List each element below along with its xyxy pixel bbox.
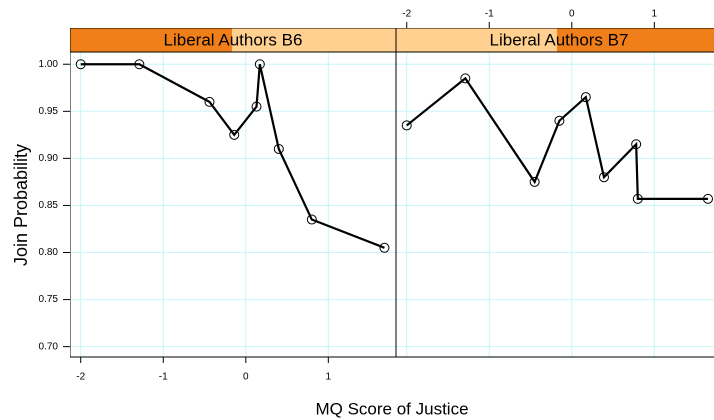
x-tick-label: 0: [243, 372, 249, 383]
point: [229, 129, 240, 140]
panel-frame: [396, 28, 714, 358]
x-tick-label: -1: [159, 372, 168, 383]
panel-title: Liberal Authors B7: [490, 30, 629, 49]
x-tick-label: -2: [76, 372, 85, 383]
panel-title: Liberal Authors B6: [164, 30, 303, 49]
point: [306, 214, 317, 225]
y-tick-label: 0.85: [39, 200, 59, 211]
strip-bg: [557, 28, 714, 52]
point: [401, 120, 412, 131]
y-tick-label: 1.00: [39, 59, 59, 70]
point: [632, 193, 643, 204]
x-tick-label: 1: [652, 9, 658, 20]
point: [273, 143, 284, 154]
point: [134, 59, 145, 70]
point: [580, 92, 591, 103]
point: [204, 96, 215, 107]
point: [251, 101, 262, 112]
strip-level: [232, 28, 396, 52]
y-tick-label: 0.95: [39, 106, 59, 117]
panel: [70, 28, 396, 358]
y-tick-label: 0.70: [39, 341, 59, 352]
y-tick-label: 0.75: [39, 294, 59, 305]
point: [379, 242, 390, 253]
x-tick-label: 0: [569, 9, 575, 20]
x-tick-label: -1: [485, 9, 494, 20]
strip-bg: [70, 28, 232, 52]
line: [406, 76, 708, 200]
y-tick-label: 0.90: [39, 153, 59, 164]
point: [75, 59, 86, 70]
point: [460, 73, 471, 84]
point: [631, 139, 642, 150]
line: [80, 63, 385, 249]
point: [702, 193, 713, 204]
x-tick-label: -2: [402, 9, 411, 20]
panel-frame: [70, 28, 396, 358]
strip-1: [70, 28, 396, 52]
strip-2: [396, 28, 714, 52]
y-tick-label: 0.80: [39, 247, 59, 258]
x-tick-label: 1: [326, 372, 332, 383]
panel: [396, 28, 714, 358]
point: [554, 115, 565, 126]
y-axis-label: Join Probability: [11, 144, 31, 266]
x-axis-label: MQ Score of Justice: [315, 399, 468, 418]
strip-level: [396, 28, 557, 52]
point: [254, 59, 265, 70]
point: [598, 172, 609, 183]
point: [529, 176, 540, 187]
